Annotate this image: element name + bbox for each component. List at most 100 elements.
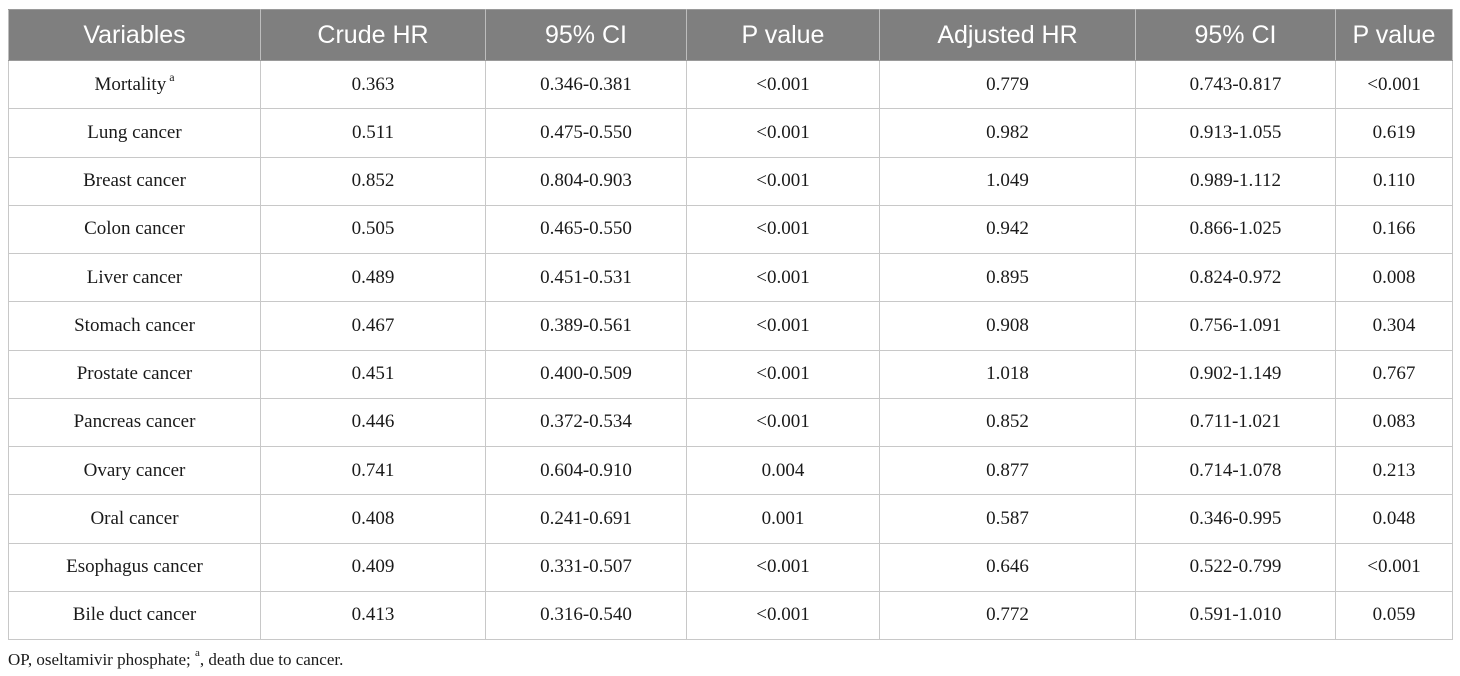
cell-crude-ci: 0.604-0.910 (485, 445, 687, 496)
cell-adjusted-p-value: 0.767 (1335, 349, 1453, 399)
cell-adjusted-p-value: 0.008 (1335, 252, 1453, 303)
cell-crude-hr: 0.505 (260, 204, 486, 255)
cell-adjusted-hr: 0.646 (879, 542, 1136, 592)
cell-crude-hr: 0.511 (260, 108, 486, 158)
cell-crude-ci-text: 0.389-0.561 (540, 314, 632, 336)
cell-adjusted-p-value-text: 0.048 (1372, 507, 1416, 529)
cell-adjusted-hr: 1.049 (879, 156, 1136, 206)
cell-adjusted-p-value: 0.083 (1335, 397, 1453, 448)
cell-crude-p-value: <0.001 (686, 59, 880, 110)
cell-adjusted-ci-text: 0.346-0.995 (1189, 507, 1282, 529)
header-adjusted-ci: 95% CI (1135, 9, 1336, 61)
cell-adjusted-p-value-text: <0.001 (1367, 73, 1421, 95)
cell-variable-text: Ovary cancer (83, 459, 186, 481)
cell-crude-ci-text: 0.316-0.540 (540, 604, 632, 626)
table-row: Ovary cancer 0.741 0.604-0.910 0.004 0.877 0.… (8, 445, 1453, 496)
cell-crude-hr: 0.852 (260, 156, 486, 206)
cell-variable: Esophagus cancer (8, 542, 261, 592)
table-row: Pancreas cancer 0.446 0.372-0.534 <0.001 0.8… (8, 397, 1453, 448)
footnote-mark: a (194, 647, 200, 659)
cell-crude-p-value-text: 0.001 (761, 507, 805, 529)
cell-adjusted-hr-text: 0.942 (986, 218, 1029, 240)
cell-adjusted-p-value: 0.059 (1335, 590, 1453, 641)
cell-adjusted-p-value-text: 0.304 (1372, 314, 1416, 336)
cell-adjusted-p-value: 0.619 (1335, 108, 1453, 158)
cell-adjusted-p-value-text: 0.008 (1372, 266, 1416, 288)
cell-variable-text: Prostate cancer (76, 363, 193, 385)
cell-adjusted-ci: 0.346-0.995 (1135, 494, 1336, 544)
cell-adjusted-ci-text: 0.866-1.025 (1189, 218, 1282, 240)
cell-crude-p-value-text: <0.001 (756, 556, 810, 578)
cell-crude-p-value-text: <0.001 (756, 170, 810, 192)
cell-variable-text: Esophagus cancer (66, 556, 203, 578)
header-crude-p-value: P value (686, 9, 880, 61)
table-row: Lung cancer 0.511 0.475-0.550 <0.001 0.982 0.… (8, 108, 1453, 158)
cell-crude-p-value: <0.001 (686, 156, 880, 206)
cell-crude-hr-text: 0.489 (351, 266, 395, 288)
cell-adjusted-p-value-text: 0.110 (1372, 170, 1416, 192)
cell-adjusted-ci: 0.711-1.021 (1135, 397, 1336, 448)
cell-adjusted-p-value: 0.166 (1335, 204, 1453, 255)
cell-crude-hr: 0.446 (260, 397, 486, 448)
cell-adjusted-ci-text: 0.714-1.078 (1189, 459, 1282, 481)
cell-crude-p-value-text: <0.001 (756, 363, 810, 385)
results-table-container: Variables Crude HR 95% CI P value Adjust… (8, 9, 1453, 641)
cell-crude-hr-text: 0.467 (351, 314, 395, 336)
cell-variable: Oral cancer (8, 494, 261, 544)
cell-variable-text: Stomach cancer (74, 314, 195, 336)
cell-adjusted-hr: 0.877 (879, 445, 1136, 496)
cell-adjusted-p-value-text: <0.001 (1367, 556, 1421, 578)
cell-adjusted-ci-text: 0.824-0.972 (1189, 266, 1282, 288)
cell-adjusted-hr: 0.779 (879, 59, 1136, 110)
table-footnote: OP, oseltamivir phosphate; a, death due … (8, 647, 343, 670)
cell-adjusted-ci: 0.743-0.817 (1135, 59, 1336, 110)
cell-crude-hr: 0.467 (260, 301, 486, 351)
cell-adjusted-ci-text: 0.522-0.799 (1189, 556, 1282, 578)
cell-crude-p-value-text: <0.001 (756, 73, 810, 95)
cell-adjusted-ci: 0.913-1.055 (1135, 108, 1336, 158)
cell-crude-hr: 0.451 (260, 349, 486, 399)
cell-adjusted-ci-text: 0.711-1.021 (1189, 411, 1282, 433)
cell-adjusted-hr-text: 0.908 (986, 314, 1029, 336)
cell-crude-hr-text: 0.511 (351, 121, 395, 143)
cell-crude-p-value-text: 0.004 (761, 459, 805, 481)
cell-crude-hr-text: 0.446 (351, 411, 395, 433)
cell-adjusted-hr: 0.942 (879, 204, 1136, 255)
cell-variable-text: Oral cancer (90, 507, 179, 529)
cell-crude-ci-text: 0.331-0.507 (540, 556, 632, 578)
header-adjusted-p-value: P value (1335, 9, 1453, 61)
cell-adjusted-p-value: <0.001 (1335, 59, 1453, 110)
cell-crude-hr-text: 0.505 (351, 218, 395, 240)
cell-adjusted-p-value-text: 0.166 (1372, 218, 1416, 240)
cell-variable: Bile duct cancer (8, 590, 261, 641)
cell-crude-p-value-text: <0.001 (756, 266, 810, 288)
cell-crude-ci: 0.241-0.691 (485, 494, 687, 544)
cell-adjusted-hr-text: 0.895 (986, 266, 1029, 288)
cell-crude-ci: 0.346-0.381 (485, 59, 687, 110)
cell-crude-ci-text: 0.241-0.691 (540, 507, 632, 529)
table-header-row: Variables Crude HR 95% CI P value Adjust… (8, 9, 1453, 61)
cell-crude-hr-text: 0.413 (351, 604, 395, 626)
cell-adjusted-ci: 0.866-1.025 (1135, 204, 1336, 255)
cell-crude-ci-text: 0.804-0.903 (540, 170, 632, 192)
header-crude-ci: 95% CI (485, 9, 687, 61)
cell-variable: Prostate cancer (8, 349, 261, 399)
cell-crude-ci: 0.804-0.903 (485, 156, 687, 206)
table-body: Mortality a 0.363 0.346-0.381 <0.001 0.779 0.7… (8, 59, 1453, 641)
cell-adjusted-hr-text: 1.018 (986, 363, 1029, 385)
cell-crude-ci-text: 0.451-0.531 (540, 266, 632, 288)
table-row: Bile duct cancer 0.413 0.316-0.540 <0.001 0.… (8, 590, 1453, 641)
cell-adjusted-hr-text: 1.049 (986, 170, 1029, 192)
cell-adjusted-hr-text: 0.982 (986, 121, 1029, 143)
cell-adjusted-p-value-text: 0.083 (1372, 411, 1416, 433)
table-row: Mortality a 0.363 0.346-0.381 <0.001 0.779 0.7… (8, 59, 1453, 110)
cell-adjusted-p-value-text: 0.619 (1372, 121, 1416, 143)
table-row: Oral cancer 0.408 0.241-0.691 0.001 0.587 0.3… (8, 494, 1453, 544)
cell-crude-p-value-text: <0.001 (756, 604, 810, 626)
cell-crude-p-value: <0.001 (686, 108, 880, 158)
cell-adjusted-ci: 0.756-1.091 (1135, 301, 1336, 351)
cell-variable: Breast cancer (8, 156, 261, 206)
table-row: Prostate cancer 0.451 0.400-0.509 <0.001 1.0… (8, 349, 1453, 399)
cell-variable: Colon cancer (8, 204, 261, 255)
cell-adjusted-ci: 0.522-0.799 (1135, 542, 1336, 592)
